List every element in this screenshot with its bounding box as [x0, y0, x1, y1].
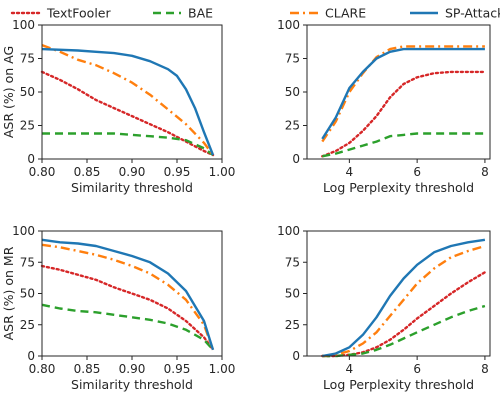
x-tick-label: 0.95: [164, 362, 191, 376]
y-tick-label: 0: [292, 349, 300, 363]
legend-label: BAE: [188, 6, 213, 21]
panel-2: 0 25 50 75 100 4 6 8 Log Perplexity threshold: [277, 18, 491, 195]
legend-label: CLARE: [325, 6, 366, 21]
series-textfooler: [321, 271, 487, 358]
x-tick-label: 8: [481, 362, 489, 376]
y-tick-label: 75: [20, 255, 35, 269]
x-tick-label: 1.00: [209, 362, 236, 376]
series-bae: [42, 132, 214, 156]
y-tick-label: 50: [20, 287, 35, 301]
x-tick-label: 6: [413, 165, 421, 179]
y-tick-label: 100: [277, 224, 300, 238]
legend: TextFooler BAE CLARE SP-Attack: [10, 6, 500, 21]
series-sp-attack: [41, 47, 215, 156]
x-axis-label: Log Perplexity threshold: [323, 180, 474, 195]
y-tick-label: 0: [292, 152, 300, 166]
series-clare: [322, 244, 486, 358]
y-tick-label: 100: [12, 224, 35, 238]
panel-1: 0 25 50 75 100 0.80 0.85 0.90 0.95 1.00 Similarity…: [1, 18, 235, 195]
y-tick-label: 75: [20, 52, 35, 66]
legend-item-clare: CLARE: [290, 6, 366, 21]
x-axis-label: Log Perplexity threshold: [323, 377, 474, 392]
y-tick-label: 25: [20, 318, 35, 332]
y-tick-label: 75: [285, 52, 300, 66]
series-textfooler: [321, 70, 487, 158]
x-tick-label: 0.90: [119, 165, 146, 179]
y-tick-label: 100: [277, 18, 300, 32]
x-tick-label: 0.80: [29, 362, 56, 376]
series-clare: [321, 45, 485, 143]
x-tick-label: 4: [346, 165, 354, 179]
series-bae: [41, 303, 214, 351]
y-axis-label: ASR (%) on AG: [1, 46, 16, 138]
x-tick-label: 4: [346, 362, 354, 376]
series-sp-attack: [321, 47, 485, 140]
y-tick-label: 25: [20, 119, 35, 133]
series-clare: [41, 43, 214, 156]
x-tick-label: 1.00: [209, 165, 236, 179]
x-tick-label: 0.85: [74, 165, 101, 179]
x-tick-label: 0.90: [119, 362, 146, 376]
legend-item-bae: BAE: [153, 6, 213, 21]
y-tick-label: 0: [27, 152, 35, 166]
y-tick-label: 50: [285, 287, 300, 301]
axes-frame: [306, 230, 491, 357]
y-tick-label: 100: [12, 18, 35, 32]
x-tick-label: 8: [481, 165, 489, 179]
series-bae: [322, 132, 485, 158]
series-textfooler: [40, 264, 215, 351]
y-tick-label: 0: [27, 349, 35, 363]
legend-label: TextFooler: [46, 6, 111, 21]
series-textfooler: [40, 70, 215, 157]
x-axis-label: Similarity threshold: [71, 180, 193, 195]
series-clare: [41, 243, 215, 351]
y-tick-label: 50: [285, 85, 300, 99]
y-tick-label: 25: [285, 119, 300, 133]
panel-4: 0 25 50 75 100 4 6 8 Log Perplexity threshold: [277, 224, 491, 392]
series-sp-attack: [322, 238, 486, 358]
x-tick-label: 6: [413, 362, 421, 376]
x-tick-label: 0.80: [29, 165, 56, 179]
chart-panels: 0 25 50 75 100 0.80 0.85 0.90 0.95 1.00 Similarity…: [1, 18, 491, 392]
y-tick-label: 25: [285, 318, 300, 332]
y-axis-label: ASR (%) on MR: [1, 246, 16, 340]
axes-frame: [306, 24, 491, 160]
legend-item-sp-attack: SP-Attack: [410, 6, 500, 21]
x-tick-label: 0.95: [164, 165, 191, 179]
legend-label: SP-Attack: [445, 6, 500, 21]
panel-3: 0 25 50 75 100 0.80 0.85 0.90 0.95 1.00 Similarity…: [1, 224, 235, 392]
x-axis-label: Similarity threshold: [71, 377, 193, 392]
y-tick-label: 75: [285, 255, 300, 269]
series-sp-attack: [41, 238, 215, 351]
y-tick-label: 50: [20, 85, 35, 99]
axes-frame: [41, 24, 223, 160]
legend-item-textfooler: TextFooler: [10, 6, 111, 21]
x-tick-label: 0.85: [74, 362, 101, 376]
